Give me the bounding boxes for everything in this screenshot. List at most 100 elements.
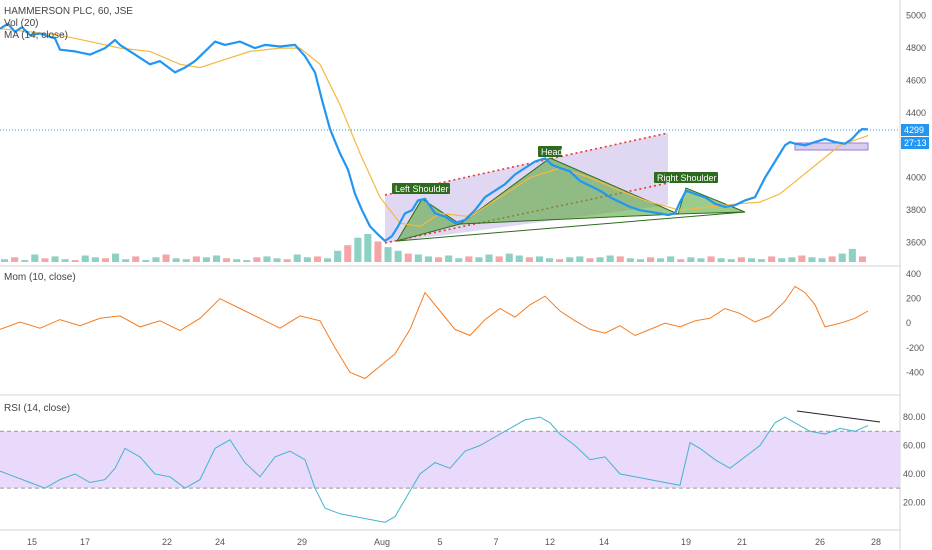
- volume-bar: [636, 259, 644, 262]
- price-tick-label: 3600: [906, 238, 926, 248]
- volume-bar: [192, 256, 200, 262]
- annotation-left-shoulder-text: Left Shoulder: [395, 184, 449, 194]
- time-tick-label: 26: [815, 537, 825, 547]
- rsi-axis: 20.00 40.00 60.00 80.00: [903, 412, 926, 507]
- volume-bar: [556, 259, 564, 262]
- time-tick-label: 22: [162, 537, 172, 547]
- volume-bar: [324, 258, 332, 262]
- volume-bar: [41, 258, 49, 262]
- volume-bar: [81, 255, 89, 262]
- volume-bar: [404, 253, 412, 262]
- volume-bar: [475, 257, 483, 262]
- price-tick-label: 4000: [906, 173, 926, 183]
- volume-bar: [253, 257, 261, 262]
- countdown-badge: 27:13: [901, 137, 929, 149]
- time-tick-label: 19: [681, 537, 691, 547]
- volume-bar: [495, 256, 503, 262]
- price-tick-label: 4800: [906, 43, 926, 53]
- rsi-legend: RSI (14, close): [4, 403, 71, 414]
- momentum-tick-label: -400: [906, 367, 924, 377]
- volume-bar: [223, 258, 231, 262]
- volume-bar: [838, 253, 846, 262]
- volume-bar: [687, 257, 695, 262]
- momentum-tick-label: -200: [906, 343, 924, 353]
- ma-line: [0, 28, 869, 228]
- volume-bar: [101, 258, 109, 262]
- volume-bar: [768, 256, 776, 262]
- rsi-tick-label: 80.00: [903, 412, 926, 422]
- volume-bar: [152, 257, 160, 262]
- volume-bar: [576, 256, 584, 262]
- volume-bar: [172, 258, 180, 262]
- volume-bar: [616, 256, 624, 262]
- annotation-right-shoulder-text: Right Shoulder: [657, 173, 717, 183]
- volume-bar: [283, 259, 291, 262]
- annotation-head: Head: [538, 146, 563, 157]
- volume-bar: [202, 257, 210, 262]
- volume-bar: [808, 257, 816, 262]
- volume-bar: [132, 256, 140, 262]
- volume-bar: [657, 258, 665, 262]
- volume-bar: [455, 258, 463, 262]
- price-line-group: [0, 22, 869, 242]
- volume-bar: [535, 256, 543, 262]
- rsi-trendline: [796, 410, 881, 423]
- volume-bar: [344, 245, 352, 262]
- volume-bar: [354, 237, 362, 262]
- momentum-tick-label: 0: [906, 318, 911, 328]
- volume-bar: [334, 250, 342, 262]
- volume-bar: [818, 258, 826, 262]
- volume-bar: [737, 257, 745, 262]
- price-tick-label: 3800: [906, 205, 926, 215]
- volume-bar: [596, 257, 604, 262]
- chart-title: HAMMERSON PLC, 60, JSE: [4, 6, 133, 17]
- last-price-text: 4299: [904, 125, 924, 135]
- time-tick-label: 5: [437, 537, 442, 547]
- volume-bar: [858, 256, 866, 262]
- volume-bar: [848, 248, 856, 262]
- volume-bar: [828, 256, 836, 262]
- volume-bar: [606, 255, 614, 262]
- volume-bar: [566, 257, 574, 262]
- volume-bar: [697, 258, 705, 262]
- volume-bar: [586, 258, 594, 262]
- time-axis: 15 17 22 24 29 Aug 5 7 12 14 19 21 26 28: [27, 537, 881, 547]
- rsi-tick-label: 60.00: [903, 441, 926, 451]
- time-tick-label: 7: [493, 537, 498, 547]
- volume-bar: [747, 258, 755, 262]
- volume-bar: [727, 259, 735, 262]
- volume-bar: [667, 256, 675, 262]
- volume-bar: [424, 256, 432, 262]
- annotation-head-text: Head: [541, 147, 563, 157]
- volume-bar: [778, 258, 786, 262]
- time-tick-label: 14: [599, 537, 609, 547]
- volume-bar: [91, 257, 99, 262]
- volume-bar: [11, 257, 19, 262]
- volume-bar: [647, 257, 655, 262]
- volume-bar: [51, 256, 59, 262]
- volume-bar: [788, 257, 796, 262]
- volume-bar: [293, 254, 301, 262]
- time-tick-label: 29: [297, 537, 307, 547]
- momentum-axis: -400 -200 0 200 400: [906, 269, 924, 377]
- volume-bar: [364, 234, 372, 262]
- volume-bar: [515, 255, 523, 262]
- rsi-band-fill: [0, 431, 900, 489]
- volume-bar: [213, 255, 221, 262]
- volume-bar: [313, 256, 321, 262]
- volume-bar: [122, 259, 130, 262]
- rsi-tick-label: 20.00: [903, 497, 926, 507]
- momentum-tick-label: 400: [906, 269, 921, 279]
- volume-bar: [798, 255, 806, 262]
- time-tick-label: 17: [80, 537, 90, 547]
- volume-bar: [182, 259, 190, 262]
- consolidation-box: [794, 142, 869, 151]
- volume-bar: [677, 259, 685, 262]
- volume-bar: [414, 254, 422, 262]
- price-tick-label: 4600: [906, 76, 926, 86]
- price-tick-label: 5000: [906, 11, 926, 21]
- volume-bar: [445, 255, 453, 262]
- annotation-left-shoulder: Left Shoulder: [392, 183, 450, 194]
- volume-bar: [303, 257, 311, 262]
